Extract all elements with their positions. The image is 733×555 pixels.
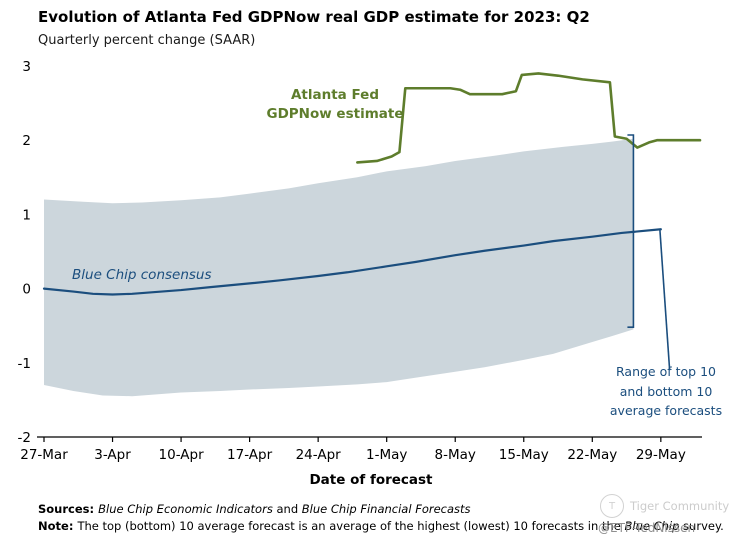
x-tick-label: 10-Apr xyxy=(159,447,205,463)
series-line-0 xyxy=(42,228,662,296)
x-tick-label: 3-Apr xyxy=(94,447,131,463)
sources-and: and xyxy=(272,502,302,516)
annotation-gdpnow-line2: GDPNow estimate xyxy=(266,106,404,122)
range-leader-line xyxy=(659,229,671,371)
watermark: T Tiger Community @ETF-TedNissen xyxy=(598,494,733,535)
note-label: Note: xyxy=(38,518,78,533)
note-italic: Blue Chip xyxy=(624,518,680,533)
footer-notes: Sources: Blue Chip Economic Indicators a… xyxy=(38,501,724,534)
x-tick-label: 15-May xyxy=(499,447,549,463)
annotation-gdpnow-label: Atlanta Fed GDPNow estimate xyxy=(250,86,420,124)
watermark-handle: @ETF-TedNissen xyxy=(598,521,696,535)
annotation-range-line3: average forecasts xyxy=(609,403,723,418)
x-tick-label: 27-Mar xyxy=(20,447,68,463)
tiger-logo-icon: T xyxy=(600,494,624,518)
sources-label: Sources: xyxy=(38,502,99,516)
note-line: Note: The top (bottom) 10 average foreca… xyxy=(38,518,724,535)
watermark-brand: Tiger Community xyxy=(630,499,730,513)
range-bracket xyxy=(627,134,635,328)
annotation-range-label: Range of top 10 and bottom 10 average fo… xyxy=(602,362,730,421)
y-tick-label: 3 xyxy=(22,59,31,75)
note-suffix: survey. xyxy=(679,518,724,533)
y-tick-label: 1 xyxy=(22,207,31,223)
watermark-brand-row: T Tiger Community xyxy=(600,494,733,518)
annotation-range-line2: and bottom 10 xyxy=(619,383,713,399)
source-1: Blue Chip Economic Indicators xyxy=(98,502,273,516)
x-tick-label: 22-May xyxy=(567,447,617,463)
note-text: The top (bottom) 10 average forecast is … xyxy=(77,518,625,533)
chart-canvas: Date of forecast 27-Mar 3-Apr 10-Apr 17-Apr… xyxy=(18,59,702,488)
x-tick-label: 29-May xyxy=(636,447,686,463)
annotation-range-line1: Range of top 10 xyxy=(616,364,716,379)
x-tick-label: 24-Apr xyxy=(296,447,342,463)
y-tick-label: -1 xyxy=(18,356,31,372)
annotation-gdpnow-line1: Atlanta Fed xyxy=(290,87,379,103)
source-2: Blue Chip Financial Forecasts xyxy=(301,502,471,516)
chart-title: Evolution of Atlanta Fed GDPNow real GDP… xyxy=(38,8,590,26)
x-axis-title: Date of forecast xyxy=(309,472,433,488)
x-tick-label: 8-May xyxy=(435,447,476,463)
sources-line: Sources: Blue Chip Economic Indicators a… xyxy=(38,501,724,518)
range-band-area xyxy=(44,138,634,397)
y-tick-label: 0 xyxy=(22,282,31,298)
x-tick-label: 1-May xyxy=(366,447,407,463)
annotation-blue-chip-consensus: Blue Chip consensus xyxy=(72,267,212,283)
y-tick-label: 2 xyxy=(22,133,31,149)
x-tick-label: 17-Apr xyxy=(227,447,273,463)
y-tick-label: -2 xyxy=(18,430,31,446)
chart-subtitle: Quarterly percent change (SAAR) xyxy=(38,33,256,48)
